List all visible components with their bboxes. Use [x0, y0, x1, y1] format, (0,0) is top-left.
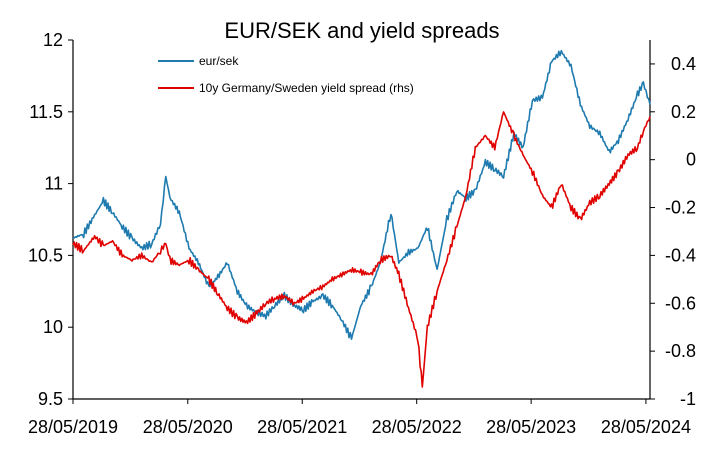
y-left-tick-label: 10.5: [28, 245, 63, 265]
y-right-tick-label: 0.2: [671, 102, 696, 122]
y-right-tick-label: -0.2: [665, 198, 696, 218]
y-right-tick-label: 0: [686, 150, 696, 170]
axes: 9.5 10 10.5 11 11.5 12 -1 -0.8 -0.6 -0.4 -0.2 0 0.2 0…: [28, 30, 696, 437]
y-right-tick-label: 0.4: [671, 54, 696, 74]
chart-title: EUR/SEK and yield spreads: [224, 18, 499, 43]
legend-label: 10y Germany/Sweden yield spread (rhs): [199, 81, 414, 95]
legend: eur/sek 10y Germany/Sweden yield spread (…: [158, 54, 414, 95]
x-tick-label: 28/05/2022: [372, 417, 462, 437]
x-tick-label: 28/05/2023: [486, 417, 576, 437]
y-left-tick-label: 11.5: [29, 102, 63, 122]
series-layer: [72, 49, 651, 388]
y-right-tick-label: -1: [680, 389, 696, 409]
x-tick-label: 28/05/2021: [257, 417, 347, 437]
series-line-yield-spread: [72, 111, 651, 388]
y-right-tick-label: -0.6: [665, 293, 696, 313]
y-left-tick-label: 12: [43, 30, 63, 50]
y-left-tick-label: 11: [44, 174, 63, 194]
x-tick-label: 28/05/2024: [601, 417, 691, 437]
y-right-tick-label: -0.8: [665, 341, 696, 361]
y-left-tick-label: 9.5: [38, 389, 63, 409]
y-right-tick-label: -0.4: [665, 245, 696, 265]
y-left-tick-label: 10: [43, 317, 63, 337]
series-line-eur-sek: [72, 49, 651, 340]
x-tick-label: 28/05/2020: [143, 417, 233, 437]
legend-label: eur/sek: [199, 54, 239, 68]
x-tick-label: 28/05/2019: [28, 417, 118, 437]
